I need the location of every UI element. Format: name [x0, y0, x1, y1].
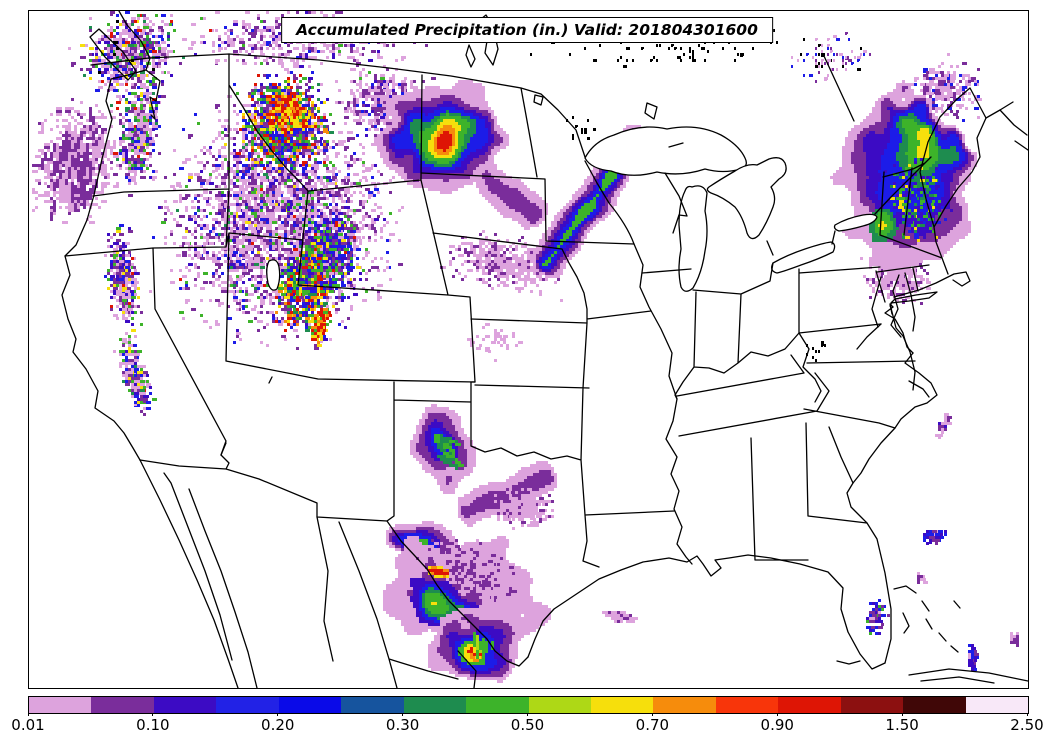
map-boundaries [61, 11, 1028, 688]
colorbar-label: 0.20 [261, 716, 295, 734]
colorbar-segment [403, 697, 467, 713]
colorbar-segment [715, 697, 779, 713]
isle-royale [668, 142, 684, 148]
coastline-gulf [527, 554, 886, 670]
colorbar-label: 0.90 [760, 716, 794, 734]
colorbar-label: 0.10 [136, 716, 170, 734]
colorbar-segment [91, 697, 154, 713]
lake-ontario [833, 213, 878, 232]
colorbar-tick [277, 713, 279, 716]
coastline-pacific [61, 11, 161, 461]
colorbar-segment [965, 697, 1028, 713]
mexico-state-lines [316, 516, 477, 688]
green-bay [672, 214, 680, 234]
coastline-midatlantic [889, 301, 916, 391]
colorbar-label: 0.50 [510, 716, 545, 734]
mississippi-river [633, 243, 693, 565]
colorbar-label: 0.01 [11, 716, 45, 734]
colorbar-label: 0.70 [635, 716, 670, 734]
colorbar-tick [152, 713, 154, 716]
colorbar-tick [402, 713, 404, 716]
colorbar-segment [341, 697, 404, 713]
ottawa-river [823, 55, 855, 122]
colorbar-segment [466, 697, 529, 713]
colorbar-tick-labels: 0.01 0.10 0.20 0.30 0.50 0.70 0.90 1.50 2.50 [11, 712, 1044, 736]
state-lines-northeast [856, 87, 987, 350]
chesapeake-bay [884, 272, 916, 354]
lake-erie [771, 241, 836, 274]
colorbar-label: 2.50 [1010, 716, 1044, 734]
colorbar-segment [153, 697, 217, 713]
colorbar-segment [278, 697, 342, 713]
pamlico-sound [908, 380, 930, 398]
cuba [908, 668, 1028, 684]
colorbar-segment [528, 697, 591, 713]
colorbar-segment [653, 697, 716, 713]
coastline-maritimes [985, 101, 1028, 151]
map-frame [28, 10, 1029, 689]
colorbar-tick [901, 713, 903, 716]
title-text: Accumulated Precipitation (in.) Valid: 2… [296, 21, 758, 39]
florida-keys [836, 660, 861, 665]
colorbar-segment [216, 697, 279, 713]
colorbar-tick [776, 713, 778, 716]
bahamas-islands [893, 585, 961, 653]
colorbar-segment [840, 697, 904, 713]
coastline-baja-gulf-california [139, 459, 258, 688]
colorbar-label: 1.50 [885, 716, 919, 734]
colorbar-label: 0.30 [385, 716, 420, 734]
colorbar [28, 696, 1029, 714]
lake-michigan [678, 185, 708, 292]
great-salt-lake [266, 259, 281, 291]
lake-huron [706, 157, 787, 240]
long-island [890, 291, 938, 304]
state-lines-south [676, 332, 916, 561]
colorbar-segment [778, 697, 841, 713]
colorbar-tick [27, 713, 29, 716]
state-lines-plains [386, 87, 675, 568]
state-lines-west [64, 53, 476, 456]
border-canada-west [90, 53, 586, 158]
colorbar-tick [527, 713, 528, 716]
title-box: Accumulated Precipitation (in.) Valid: 2… [281, 17, 773, 43]
colorbar-segment [590, 697, 654, 713]
detroit-niagara-rivers [766, 230, 836, 256]
colorbar-tick [1026, 713, 1028, 716]
colorbar-segment [29, 697, 92, 713]
vancouver-island [89, 28, 137, 81]
lake-superior [584, 126, 747, 176]
st-lawrence-river [874, 156, 932, 215]
coastline-newengland [893, 117, 987, 298]
coastline-florida-east [846, 352, 938, 664]
state-lines-midwest [641, 172, 882, 400]
colorbar-tick [651, 713, 653, 716]
colorbar-segment [903, 697, 966, 713]
